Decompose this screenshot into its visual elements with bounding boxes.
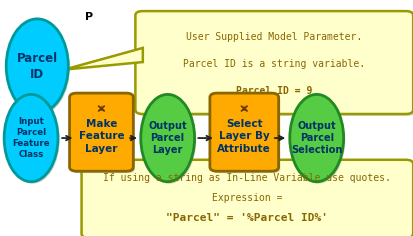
- Ellipse shape: [291, 96, 344, 184]
- Ellipse shape: [142, 96, 196, 184]
- Ellipse shape: [8, 21, 70, 115]
- Text: Expression =: Expression =: [211, 193, 282, 203]
- FancyBboxPatch shape: [71, 95, 135, 173]
- Text: User Supplied Model Parameter.: User Supplied Model Parameter.: [186, 32, 361, 42]
- Ellipse shape: [6, 19, 68, 113]
- Polygon shape: [235, 138, 256, 164]
- FancyBboxPatch shape: [209, 93, 278, 171]
- FancyBboxPatch shape: [83, 162, 413, 236]
- Text: P: P: [85, 12, 93, 21]
- FancyBboxPatch shape: [81, 160, 412, 236]
- Ellipse shape: [140, 94, 194, 182]
- Text: Output
Parcel
Selection: Output Parcel Selection: [290, 121, 342, 156]
- Text: "Parcel" = '%Parcel ID%': "Parcel" = '%Parcel ID%': [166, 213, 328, 223]
- Text: Input
Parcel
Feature
Class: Input Parcel Feature Class: [12, 117, 50, 159]
- Text: Make
Feature
Layer: Make Feature Layer: [78, 119, 124, 154]
- Text: Parcel
ID: Parcel ID: [17, 52, 58, 80]
- FancyBboxPatch shape: [135, 11, 412, 114]
- Ellipse shape: [4, 94, 58, 182]
- FancyBboxPatch shape: [69, 93, 133, 171]
- Text: Output
Parcel
Layer: Output Parcel Layer: [148, 121, 187, 156]
- Text: Parcel ID = 9: Parcel ID = 9: [235, 86, 312, 96]
- Ellipse shape: [6, 96, 59, 184]
- Text: If using a string as In-Line Variable use quotes.: If using a string as In-Line Variable us…: [103, 173, 390, 183]
- Text: ⚠: ⚠: [98, 104, 104, 113]
- Ellipse shape: [289, 94, 343, 182]
- Polygon shape: [64, 48, 142, 70]
- Text: Parcel ID is a string variable.: Parcel ID is a string variable.: [183, 59, 364, 69]
- Text: ⚠: ⚠: [240, 104, 247, 113]
- Text: Select
Layer By
Attribute: Select Layer By Attribute: [217, 119, 271, 154]
- FancyBboxPatch shape: [137, 13, 413, 116]
- FancyBboxPatch shape: [211, 95, 280, 173]
